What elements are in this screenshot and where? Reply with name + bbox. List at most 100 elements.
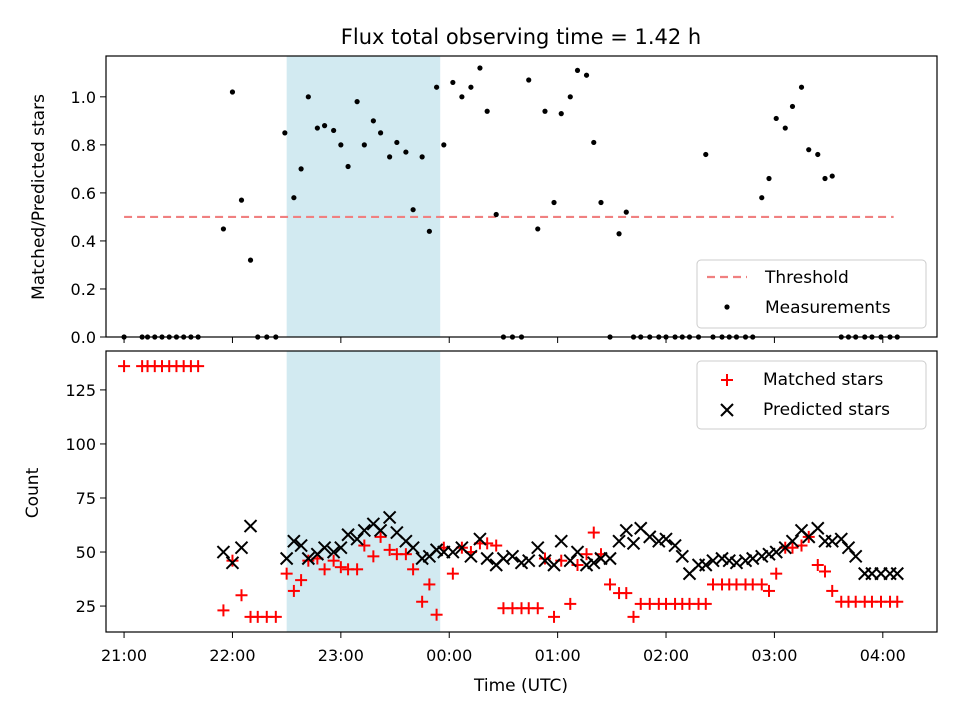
matched-star-point	[399, 548, 412, 561]
predicted-star-point	[505, 549, 520, 564]
y-tick-label: 0.2	[71, 280, 96, 299]
predicted-star-point	[563, 553, 577, 568]
predicted-marker-b	[473, 532, 487, 546]
measurement-point	[493, 211, 499, 218]
matched-star-point	[818, 565, 831, 578]
predicted-marker-b	[399, 534, 413, 548]
measurement-point	[542, 108, 548, 114]
predicted-marker-b	[706, 553, 720, 568]
x-tick-label: 04:00	[860, 646, 906, 665]
predicted-marker-b	[234, 540, 249, 555]
predicted-star-point	[326, 545, 341, 559]
bottom-y-axis-label: Count	[23, 467, 43, 518]
predicted-marker-b	[715, 551, 729, 566]
legend-matched-swatch	[721, 374, 733, 386]
predicted-star-point	[547, 558, 561, 572]
predicted-marker-b	[834, 532, 848, 546]
predicted-star-point	[357, 523, 372, 538]
x-axis-label: Time (UTC)	[473, 676, 568, 696]
bottom-legend: Matched stars Predicted stars	[696, 360, 927, 430]
predicted-star-point	[659, 532, 673, 546]
predicted-marker-b	[390, 525, 404, 540]
measurement-point	[298, 166, 304, 172]
predicted-marker-b	[825, 534, 839, 548]
measurement-point	[798, 84, 805, 90]
measurement-point	[484, 108, 490, 114]
predicted-marker-b	[326, 545, 341, 559]
predicted-marker-b	[603, 551, 617, 566]
x-tick-label: 02:00	[643, 646, 689, 665]
observing-window-band	[286, 351, 441, 632]
y-tick-label: 1.0	[71, 88, 96, 107]
measurement-point	[806, 147, 812, 153]
top-y-axis: 0.0 0.2 0.4 0.6 0.8 1.0	[71, 88, 106, 347]
predicted-marker-b	[225, 556, 240, 570]
predicted-marker-b	[619, 523, 633, 538]
matched-star-point	[118, 360, 131, 373]
measurement-point	[354, 99, 360, 105]
predicted-star-point	[554, 534, 568, 548]
predicted-star-point	[317, 540, 332, 555]
matched-star-point	[280, 567, 293, 580]
measurement-point	[616, 231, 622, 237]
matched-star-point	[430, 608, 443, 621]
matched-star-point	[811, 558, 824, 571]
measurement-point	[773, 115, 779, 122]
predicted-star-point	[243, 519, 258, 533]
predicted-star-point	[675, 549, 689, 564]
measurement-point	[766, 175, 772, 182]
bottom-plot-frame	[105, 350, 938, 633]
matched-star-point	[302, 554, 315, 567]
measurement-point	[370, 118, 376, 124]
predicted-marker-b	[563, 553, 577, 568]
measurement-point	[426, 228, 432, 234]
predicted-marker-b	[287, 534, 301, 548]
predicted-marker-b	[659, 532, 673, 546]
predicted-star-point	[848, 549, 863, 564]
top-x-ticks	[123, 337, 884, 343]
measurement-point	[567, 94, 573, 100]
predicted-star-point	[294, 538, 308, 553]
x-tick-label: 00:00	[426, 646, 472, 665]
predicted-marker-b	[350, 532, 364, 546]
predicted-marker-b	[811, 521, 825, 535]
y-tick-label: 50	[76, 543, 96, 562]
matched-star-point	[423, 578, 436, 591]
top-plot-frame	[105, 55, 938, 338]
matched-star-point	[383, 543, 396, 556]
matched-star-point	[538, 552, 551, 565]
predicted-marker-b	[890, 566, 904, 581]
predicted-marker-b	[341, 528, 355, 542]
matched-star-point	[226, 554, 239, 567]
matched-star-point	[318, 563, 331, 576]
matched-star-point	[269, 610, 282, 623]
predicted-star-point	[612, 534, 626, 548]
measurement-point	[551, 199, 557, 206]
predicted-marker-b	[570, 545, 585, 559]
matched-star-point	[826, 584, 839, 597]
predicted-star-point	[301, 551, 316, 566]
figure-title: Flux total observing time = 1.42 h	[341, 25, 701, 49]
matched-star-point	[755, 578, 768, 591]
predicted-marker-b	[505, 549, 520, 564]
legend-predicted-swatch	[720, 403, 734, 417]
top-panel: 0.0 0.2 0.4 0.6 0.8 1.0 Matched/Predicted sta…	[29, 55, 938, 347]
predicted-star-point	[626, 536, 641, 551]
y-tick-label: 0.0	[71, 328, 96, 347]
y-tick-label: 25	[76, 597, 96, 616]
matched-star-point	[548, 610, 561, 623]
matched-stars-points	[118, 360, 904, 623]
matched-star-point	[295, 574, 308, 587]
predicted-marker-b	[317, 540, 332, 555]
bottom-legend-box	[696, 360, 927, 430]
predicted-marker-b	[301, 551, 316, 566]
legend-threshold-label: Threshold	[764, 268, 849, 288]
measurement-point	[410, 207, 416, 213]
y-tick-label: 75	[76, 489, 96, 508]
matched-star-point	[235, 589, 248, 602]
predicted-star-point	[522, 553, 536, 568]
measurement-point	[229, 89, 236, 95]
predicted-marker-b	[216, 545, 231, 559]
predicted-star-point	[825, 534, 839, 548]
